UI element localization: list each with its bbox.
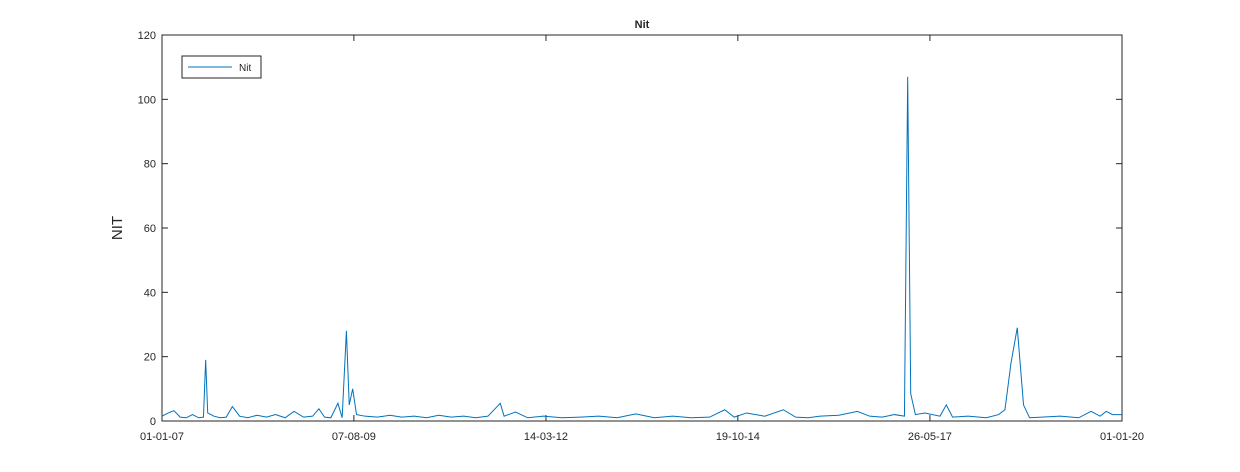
legend-label: Nit: [239, 63, 251, 74]
y-tick-label: 120: [138, 30, 156, 42]
x-tick-label: 26-05-17: [908, 431, 952, 443]
y-tick-label: 40: [144, 287, 156, 299]
x-tick-label: 07-08-09: [332, 431, 376, 443]
y-tick-label: 20: [144, 352, 156, 364]
plot-area: [161, 34, 1123, 422]
y-axis-label: NIT: [109, 216, 126, 240]
x-tick-label: 01-01-07: [140, 431, 184, 443]
x-tick-label: 14-03-12: [524, 431, 568, 443]
y-tick-label: 0: [150, 416, 156, 428]
y-tick-label: 80: [144, 159, 156, 171]
x-tick-label: 01-01-20: [1100, 431, 1144, 443]
y-tick-label: 100: [138, 94, 156, 106]
y-tick-label: 60: [144, 223, 156, 235]
chart-title: Nit: [635, 19, 650, 31]
x-tick-label: 19-10-14: [716, 431, 760, 443]
data-line: [161, 76, 1122, 419]
